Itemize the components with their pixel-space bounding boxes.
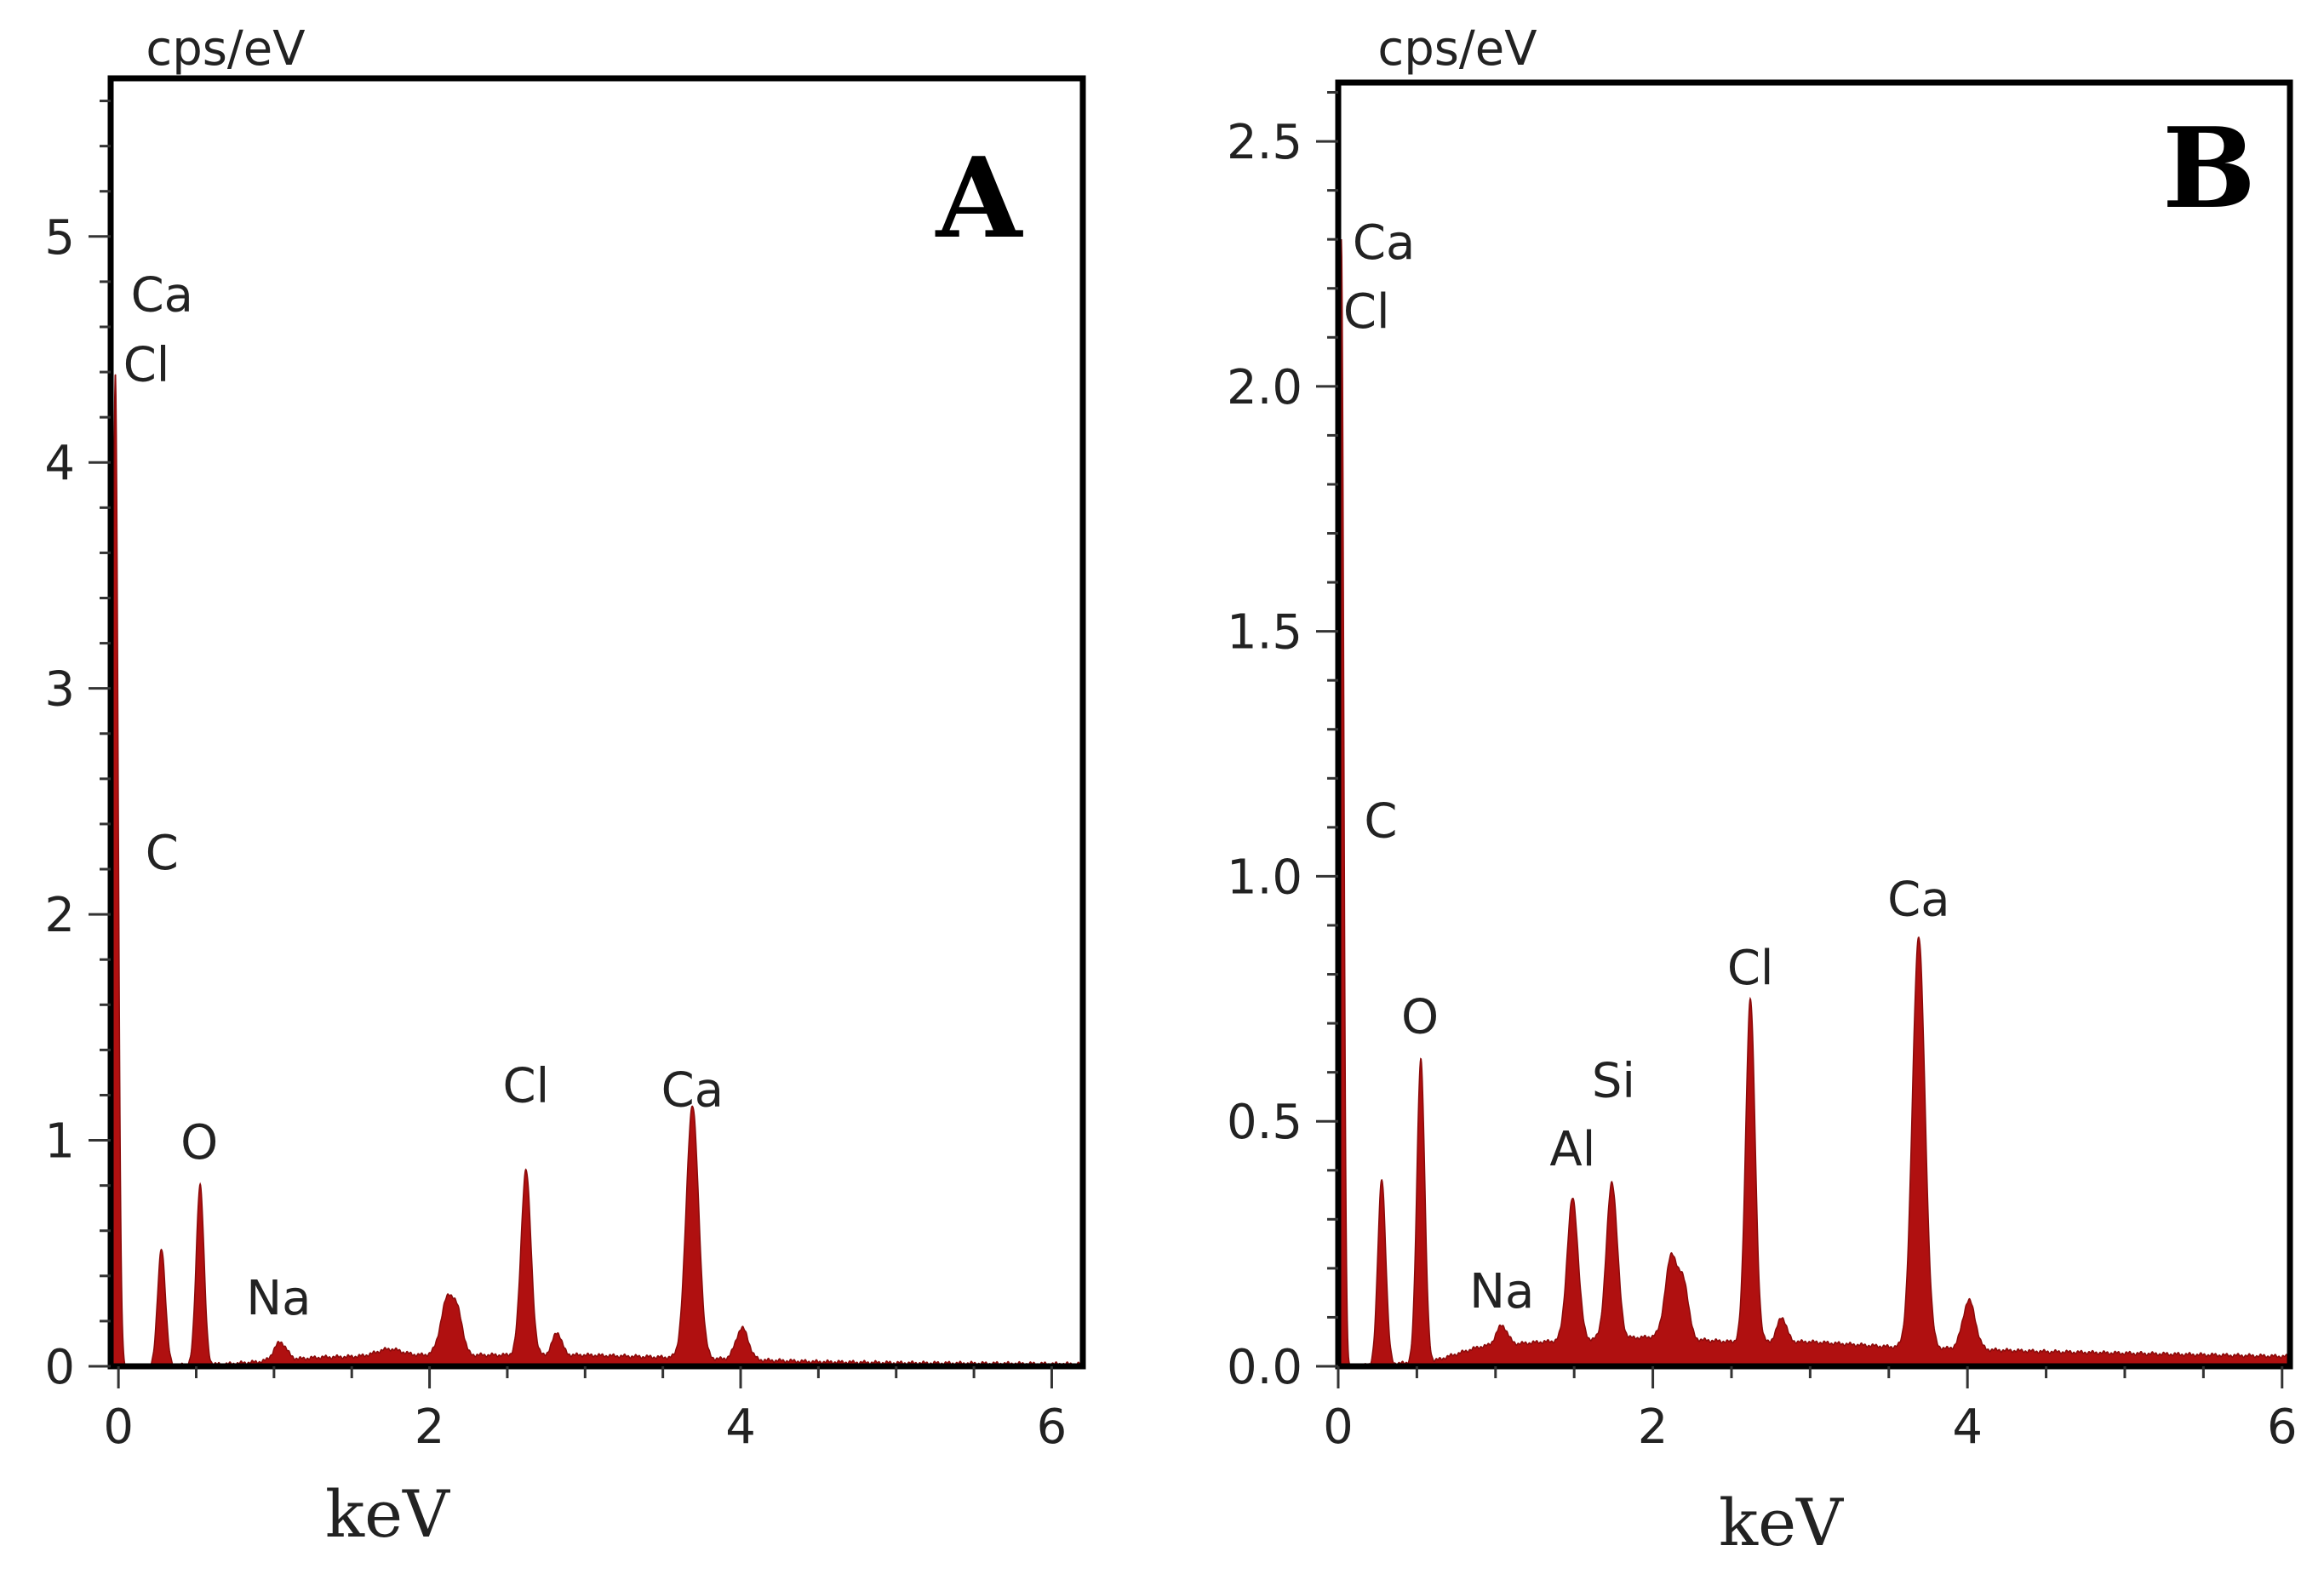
- y-tick-label: 1: [44, 1114, 75, 1170]
- y-axis-b: 0.0 0.5 1.0 1.5 2.0 2.5: [1227, 91, 1338, 1395]
- panel-letter-b: B: [2162, 103, 2256, 233]
- plot-frame-a: [107, 75, 1086, 1370]
- y-tick-label: 4: [44, 436, 75, 491]
- peak-label: Ca: [1353, 215, 1415, 271]
- x-tick-label: 2: [415, 1399, 445, 1455]
- y-tick-label: 2.0: [1227, 360, 1302, 415]
- peak-label: Si: [1592, 1053, 1635, 1108]
- peak-label: C: [146, 826, 179, 881]
- peak-label: Cl: [123, 338, 170, 393]
- y-axis-title-b: cps/eV: [1377, 21, 1537, 77]
- y-tick-label: 2: [44, 888, 75, 943]
- x-tick-label: 4: [1952, 1399, 1983, 1455]
- peak-label: Cl: [503, 1058, 550, 1113]
- peak-label: O: [180, 1115, 218, 1170]
- peak-label: O: [1401, 990, 1439, 1045]
- peak-label: Ca: [661, 1063, 724, 1119]
- spectrum-area-a: [111, 374, 1083, 1366]
- y-tick-label: 1.5: [1227, 605, 1302, 661]
- peak-label: Ca: [131, 267, 193, 323]
- x-tick-label: 4: [725, 1399, 756, 1455]
- x-tick-label: 2: [1638, 1399, 1669, 1455]
- x-tick-label: 6: [1037, 1399, 1068, 1455]
- peak-label: Al: [1549, 1122, 1595, 1177]
- peak-label: Cl: [1343, 284, 1390, 340]
- x-axis-title-a: keV: [325, 1476, 450, 1552]
- peak-label: Ca: [1887, 872, 1949, 927]
- y-tick-label: 5: [44, 210, 75, 266]
- peak-label: Na: [1469, 1264, 1534, 1319]
- peak-label: Na: [246, 1271, 311, 1326]
- panel-a: 0 1 2 3 4 5 0 2 4 6 cps/eV keV A Ca Cl C O Na Cl Ca: [44, 21, 1086, 1552]
- y-tick-label: 0: [44, 1340, 75, 1395]
- panel-letter-a: A: [935, 133, 1024, 263]
- peak-label: C: [1364, 793, 1397, 849]
- panel-b: 0.0 0.5 1.0 1.5 2.0 2.5 0 2 4 6 cps/eV keV B Ca Cl C O Si…: [1227, 21, 2298, 1560]
- x-axis-a: 0 2 4 6: [103, 1366, 1067, 1455]
- peak-label: Cl: [1727, 941, 1774, 996]
- x-tick-label: 0: [1323, 1399, 1354, 1455]
- y-tick-label: 3: [44, 662, 75, 718]
- y-tick-label: 0.5: [1227, 1095, 1302, 1150]
- spectrum-area-b: [1338, 239, 2290, 1366]
- y-tick-label: 2.5: [1227, 115, 1302, 170]
- x-axis-title-b: keV: [1719, 1485, 1844, 1560]
- x-axis-b: 0 2 4 6: [1323, 1366, 2298, 1455]
- plot-frame-b: [1335, 79, 2293, 1370]
- x-tick-label: 6: [2267, 1399, 2298, 1455]
- y-axis-a: 0 1 2 3 4 5: [44, 100, 111, 1395]
- y-tick-label: 0.0: [1227, 1340, 1302, 1395]
- y-axis-title-a: cps/eV: [146, 21, 305, 77]
- y-tick-label: 1.0: [1227, 850, 1302, 905]
- x-tick-label: 0: [103, 1399, 134, 1455]
